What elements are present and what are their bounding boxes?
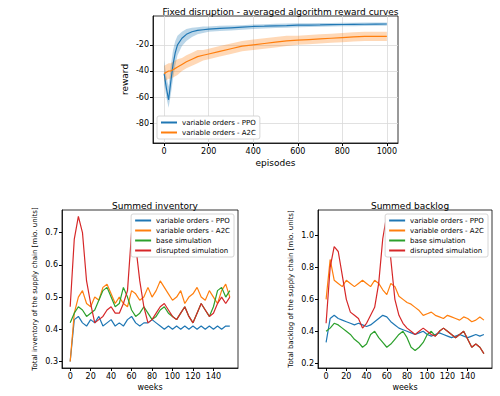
svg-text:reward: reward (120, 64, 130, 95)
svg-text:weeks: weeks (137, 383, 162, 392)
svg-text:0.2: 0.2 (301, 359, 314, 368)
svg-text:variable orders - PPO: variable orders - PPO (410, 217, 484, 225)
svg-text:-40: -40 (136, 66, 149, 75)
svg-text:120: 120 (185, 372, 200, 381)
svg-text:0.5: 0.5 (45, 293, 58, 302)
svg-text:Summed backlog: Summed backlog (371, 201, 449, 211)
svg-text:0.4: 0.4 (45, 325, 58, 334)
svg-text:60: 60 (126, 372, 136, 381)
svg-text:0.4: 0.4 (301, 327, 314, 336)
svg-text:variable orders - A2C: variable orders - A2C (156, 227, 230, 235)
svg-text:-20: -20 (136, 40, 149, 49)
svg-text:120: 120 (440, 372, 455, 381)
svg-text:Summed inventory: Summed inventory (112, 201, 199, 211)
svg-text:0.7: 0.7 (45, 228, 58, 237)
svg-text:100: 100 (165, 372, 180, 381)
svg-text:0.8: 0.8 (301, 263, 314, 272)
svg-text:140: 140 (460, 372, 475, 381)
svg-text:episodes: episodes (256, 158, 296, 168)
svg-text:140: 140 (206, 372, 221, 381)
svg-text:Fixed disruption - averaged al: Fixed disruption - averaged algorithm re… (162, 7, 398, 17)
svg-text:disrupted simulation: disrupted simulation (156, 247, 228, 255)
svg-text:20: 20 (341, 372, 351, 381)
svg-text:base simulation: base simulation (156, 237, 211, 245)
svg-text:Total inventory of the supply: Total inventory of the supply chain [mio… (31, 207, 39, 372)
svg-text:0.6: 0.6 (45, 260, 58, 269)
svg-text:-60: -60 (136, 93, 149, 102)
svg-text:40: 40 (106, 372, 116, 381)
svg-text:0: 0 (324, 372, 329, 381)
svg-text:400: 400 (246, 147, 261, 156)
svg-text:0.6: 0.6 (301, 295, 314, 304)
svg-text:1.0: 1.0 (301, 231, 314, 240)
svg-text:-80: -80 (136, 119, 149, 128)
svg-text:weeks: weeks (392, 383, 417, 392)
svg-text:variable orders - A2C: variable orders - A2C (182, 129, 256, 137)
svg-text:disrupted simulation: disrupted simulation (410, 247, 482, 255)
svg-text:100: 100 (420, 372, 435, 381)
svg-text:80: 80 (147, 372, 157, 381)
svg-text:800: 800 (335, 147, 350, 156)
svg-text:200: 200 (201, 147, 216, 156)
svg-text:variable orders - PPO: variable orders - PPO (182, 119, 256, 127)
svg-text:variable orders - PPO: variable orders - PPO (156, 217, 230, 225)
svg-text:60: 60 (382, 372, 392, 381)
svg-text:0: 0 (162, 147, 167, 156)
svg-text:1000: 1000 (377, 147, 397, 156)
svg-text:80: 80 (402, 372, 412, 381)
svg-text:20: 20 (86, 372, 96, 381)
svg-text:variable orders - A2C: variable orders - A2C (410, 227, 484, 235)
svg-text:base simulation: base simulation (410, 237, 465, 245)
svg-text:600: 600 (290, 147, 305, 156)
svg-text:0: 0 (68, 372, 73, 381)
svg-text:0.3: 0.3 (45, 357, 58, 366)
svg-text:40: 40 (361, 372, 371, 381)
svg-text:Total backlog of the supply ch: Total backlog of the supply chain [mio. … (287, 210, 295, 369)
